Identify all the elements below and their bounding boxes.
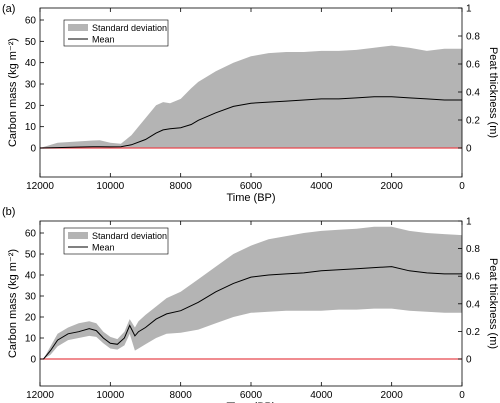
y-tick-label-right: 0.8 bbox=[466, 32, 480, 43]
x-tick-label: 0 bbox=[459, 390, 465, 401]
x-tick-label: 4000 bbox=[310, 181, 333, 192]
y-tick-label-right: 0.4 bbox=[466, 88, 480, 99]
y-tick-label-right: 0.8 bbox=[466, 244, 480, 255]
y-tick-label: 30 bbox=[25, 80, 37, 91]
y-axis-label-right: Peat thickness (m) bbox=[487, 47, 499, 138]
x-tick-label: 0 bbox=[459, 181, 465, 192]
legend-entry-std: Standard deviation bbox=[92, 23, 167, 33]
x-tick-label: 10000 bbox=[96, 390, 124, 401]
y-tick-label: 40 bbox=[25, 271, 37, 282]
legend-band-swatch bbox=[68, 232, 88, 239]
y-axis-label: Carbon mass (kg m⁻²) bbox=[7, 38, 19, 147]
x-tick-label: 8000 bbox=[170, 181, 193, 192]
legend-entry-mean: Mean bbox=[92, 35, 115, 45]
x-tick-label: 4000 bbox=[310, 390, 333, 401]
mean-line bbox=[43, 266, 462, 360]
x-tick-label: 8000 bbox=[170, 390, 193, 401]
y-tick-label: 0 bbox=[30, 355, 36, 366]
y-tick-label: 10 bbox=[25, 122, 37, 133]
y-tick-label: 50 bbox=[25, 37, 37, 48]
x-tick-label: 10000 bbox=[96, 181, 124, 192]
y-tick-label-right: 0.2 bbox=[466, 327, 480, 338]
y-axis-label-right: Peat thickness (m) bbox=[487, 258, 499, 349]
std-deviation-band bbox=[40, 45, 462, 148]
legend-entry-std: Standard deviation bbox=[92, 231, 167, 241]
mean-line bbox=[39, 96, 462, 149]
panel-label: (a) bbox=[2, 3, 15, 15]
x-tick-label: 12000 bbox=[26, 181, 54, 192]
panel-label: (b) bbox=[2, 206, 15, 218]
y-tick-label: 30 bbox=[25, 292, 37, 303]
y-tick-label: 0 bbox=[30, 144, 36, 155]
y-axis-label: Carbon mass (kg m⁻²) bbox=[7, 249, 19, 358]
x-tick-label: 2000 bbox=[381, 181, 404, 192]
x-tick-label: 6000 bbox=[240, 390, 263, 401]
x-tick-label: 12000 bbox=[26, 390, 54, 401]
y-tick-label: 60 bbox=[25, 229, 37, 240]
y-tick-label-right: 0.6 bbox=[466, 272, 480, 283]
y-tick-label: 20 bbox=[25, 101, 37, 112]
y-tick-label-right: 0.6 bbox=[466, 60, 480, 71]
x-tick-label: 2000 bbox=[381, 390, 404, 401]
y-tick-label-right: 0 bbox=[466, 144, 472, 155]
legend: Standard deviation Mean bbox=[63, 19, 169, 47]
legend: Standard deviation Mean bbox=[63, 227, 169, 255]
y-tick-label: 10 bbox=[25, 334, 37, 345]
legend-band-swatch bbox=[68, 24, 88, 31]
y-tick-label-right: 1 bbox=[466, 4, 472, 15]
x-tick-label: 6000 bbox=[240, 181, 263, 192]
y-tick-label: 60 bbox=[25, 16, 37, 27]
legend-entry-mean: Mean bbox=[92, 243, 115, 253]
x-axis-label: Time (BP) bbox=[226, 192, 275, 204]
y-tick-label-right: 0.2 bbox=[466, 116, 480, 127]
x-axis-label: Time (BP) bbox=[226, 401, 275, 403]
y-tick-label: 20 bbox=[25, 313, 37, 324]
y-tick-label-right: 0.4 bbox=[466, 299, 480, 310]
y-tick-label-right: 1 bbox=[466, 217, 472, 228]
y-tick-label: 40 bbox=[25, 58, 37, 69]
y-tick-label-right: 0 bbox=[466, 355, 472, 366]
y-tick-label: 50 bbox=[25, 250, 37, 261]
